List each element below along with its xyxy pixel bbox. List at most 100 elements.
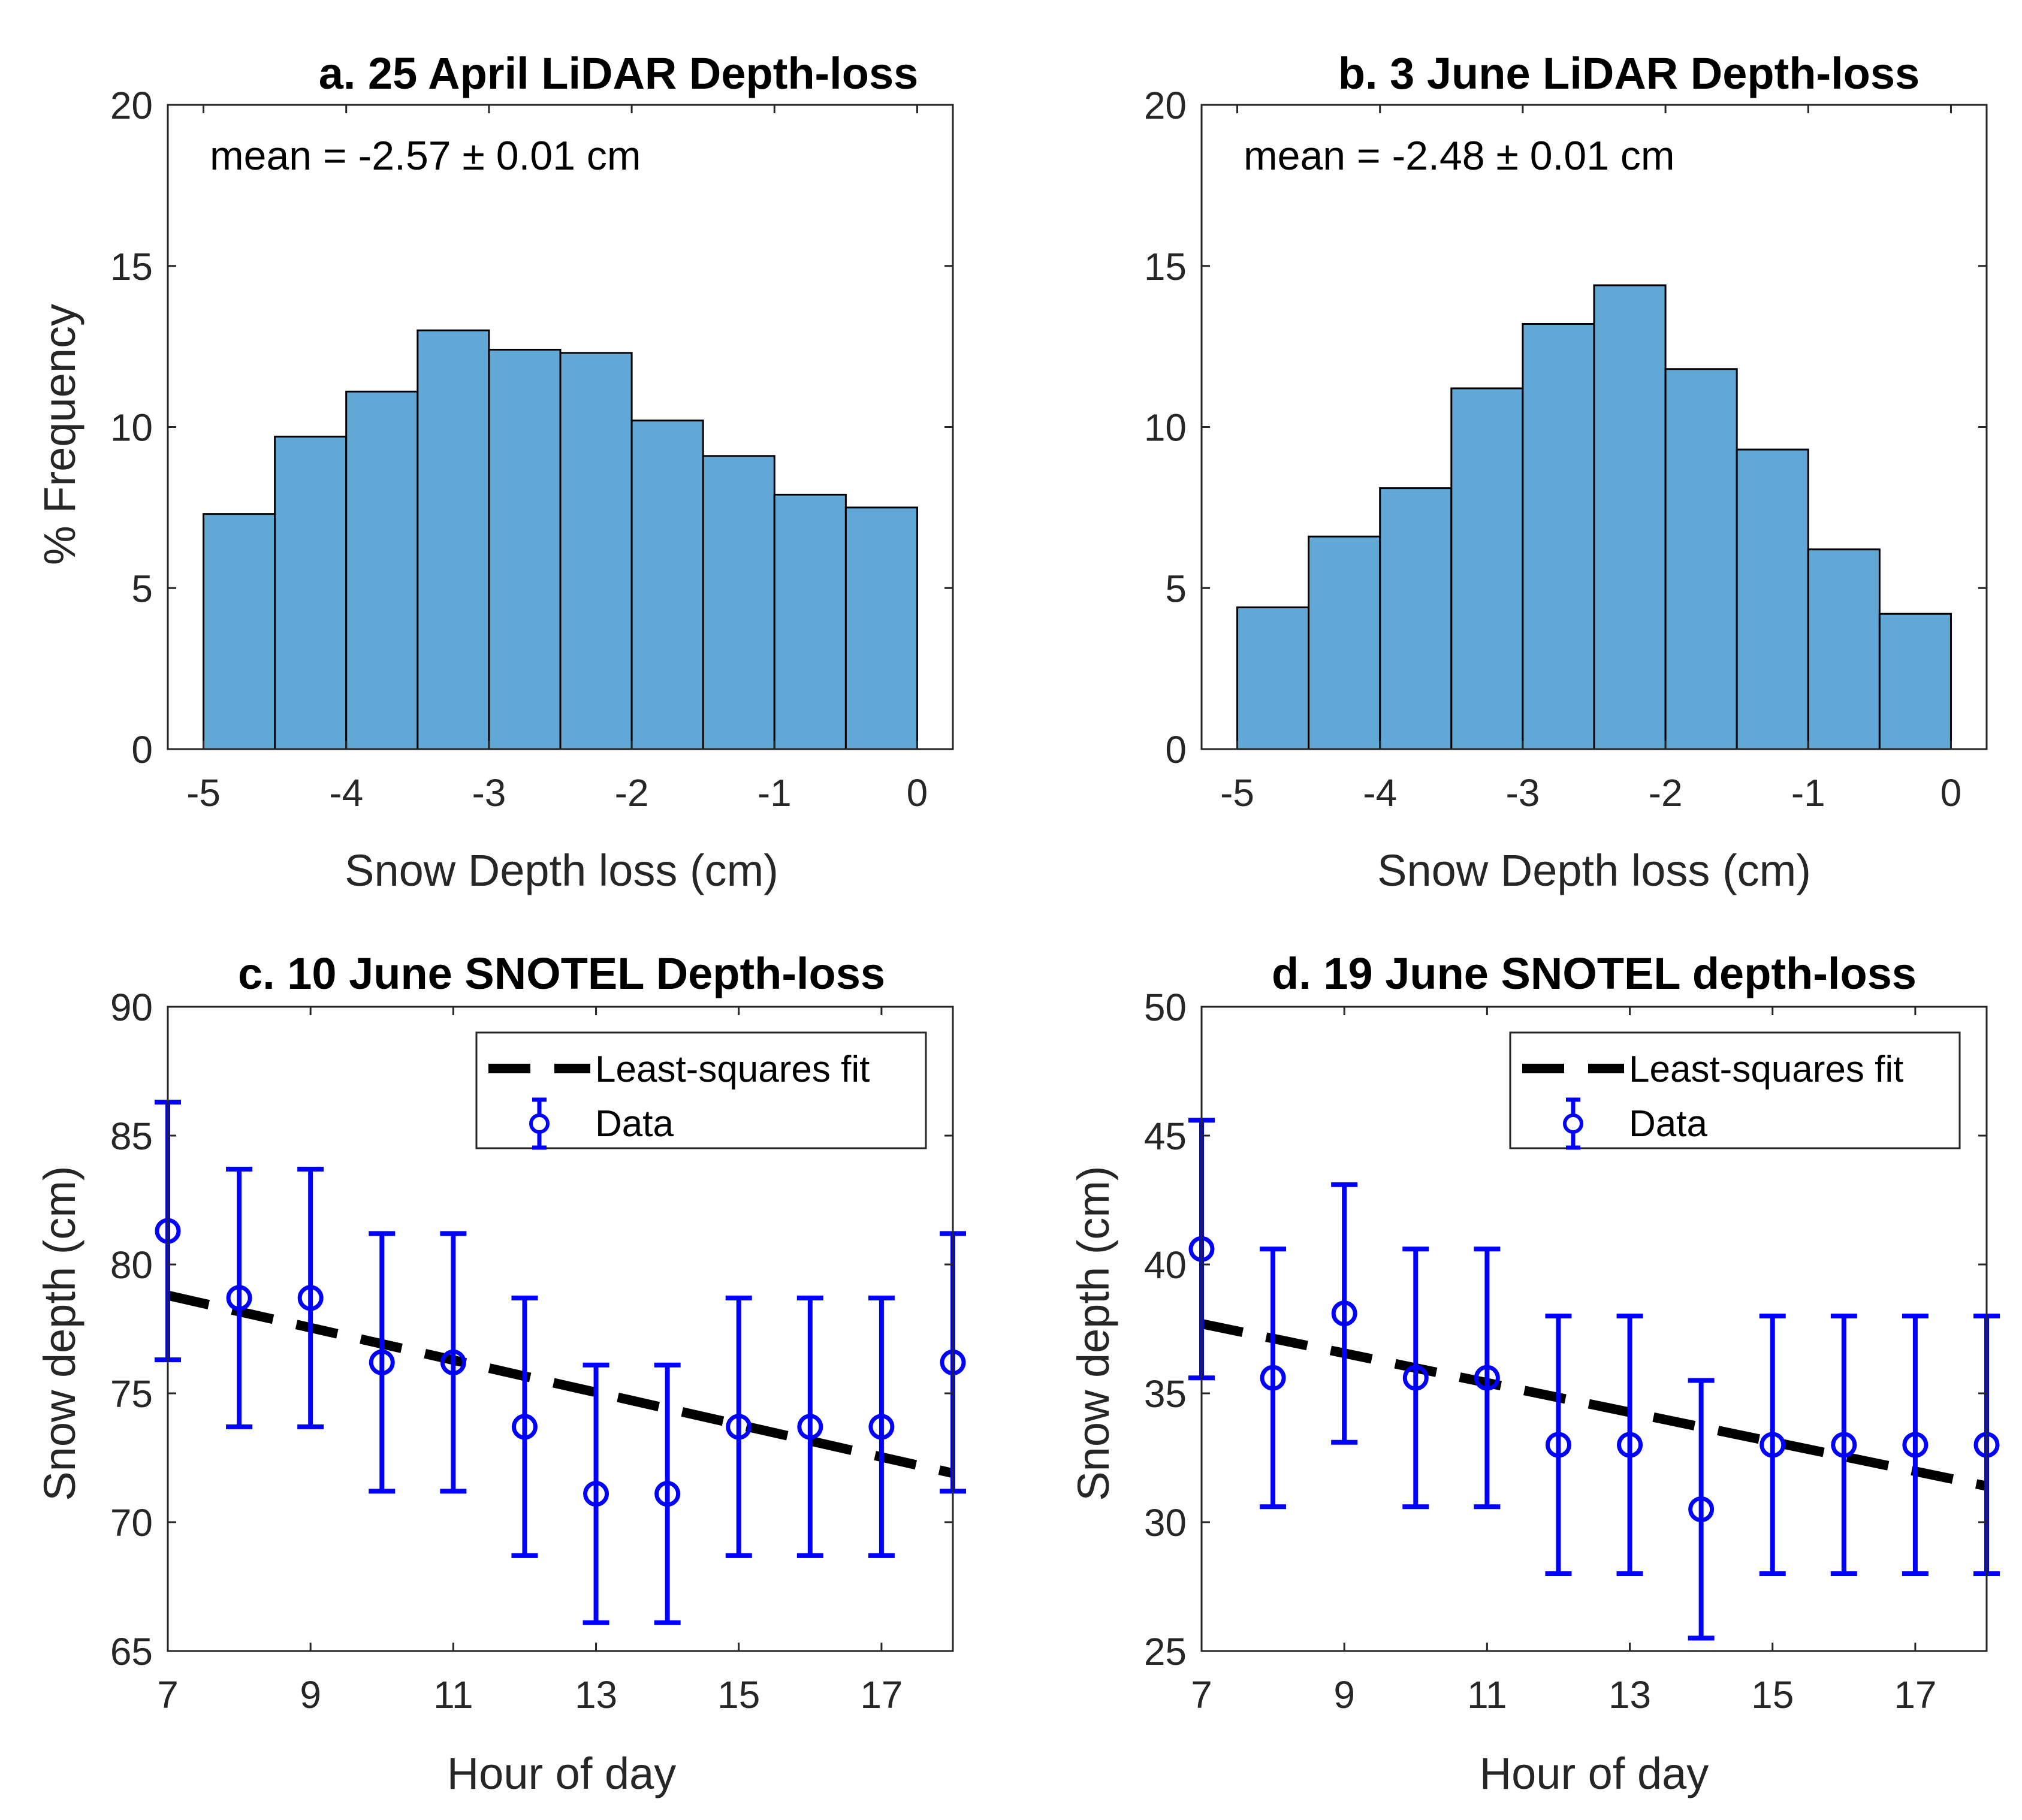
panel-c-x-tick-label-2: 9 — [300, 1673, 321, 1716]
panel-b-x-tick-label-2: -4 — [1363, 771, 1397, 814]
panel-b-y-tick-label-4: 15 — [1144, 245, 1187, 288]
panel-d-data-point-7 — [1616, 1314, 1643, 1576]
panel-c-legend-fit-label: Least-squares fit — [595, 1049, 870, 1090]
panel-b-bar-6 — [1593, 284, 1667, 750]
panel-c-data-point-2 — [226, 1166, 253, 1429]
panel-c-legend-data-marker — [529, 1113, 550, 1134]
panel-a-y-tick-label-3: 10 — [110, 406, 153, 449]
panel-d-y-label: Snow depth (cm) — [1069, 1166, 1118, 1501]
panel-c-plot: 7 9 11 13 15 17 65 70 75 80 85 90 Least-squares fit D… — [110, 986, 966, 1716]
panel-b-bar-8 — [1736, 448, 1809, 750]
panel-d-legend-fit-label: Least-squares fit — [1629, 1049, 1903, 1090]
panel-b-y-tick-label-1: 0 — [1165, 728, 1187, 771]
panel-d-data-point-9 — [1759, 1314, 1786, 1576]
panel-c-marker-6 — [511, 1414, 538, 1440]
panel-c-marker-3 — [297, 1285, 324, 1311]
panel-a: a. 25 April LiDAR Depth-loss mean = -2.5… — [35, 49, 954, 895]
panel-d-marker-2 — [1260, 1365, 1286, 1391]
panel-a-y-label: % Frequency — [35, 304, 84, 565]
panel-a-x-tick-label-4: -2 — [615, 771, 649, 814]
panel-c-x-tick-label-6: 17 — [860, 1673, 903, 1716]
panel-c-title: c. 10 June SNOTEL Depth-loss — [238, 949, 885, 998]
panel-a-x-tick-label-3: -3 — [472, 771, 506, 814]
panel-c-data-point-3 — [297, 1166, 324, 1429]
panel-b-bar-1 — [1236, 606, 1310, 750]
panel-c-x-label: Hour of day — [447, 1749, 677, 1798]
panel-d-title: d. 19 June SNOTEL depth-loss — [1272, 949, 1917, 998]
panel-d-y-tick-label-4: 40 — [1144, 1243, 1187, 1287]
panel-a-plot: -5 -4 -3 -2 -1 0 0 5 10 15 20 — [110, 84, 954, 814]
panel-d-marker-4 — [1402, 1365, 1429, 1391]
panel-c: c. 10 June SNOTEL Depth-loss Hour of day… — [35, 949, 966, 1798]
panel-d-y-tick-label-2: 30 — [1144, 1501, 1187, 1544]
panel-a-x-label: Snow Depth loss (cm) — [345, 846, 778, 895]
panel-d-marker-3 — [1331, 1300, 1357, 1327]
panel-c-axes-box — [167, 1006, 954, 1652]
panel-a-y-tick-label-4: 15 — [110, 245, 153, 288]
panel-d-marker-6 — [1545, 1432, 1571, 1458]
panel-c-marker-8 — [654, 1481, 681, 1507]
panel-a-bar-1 — [203, 513, 276, 750]
panel-d-legend-box — [1509, 1031, 1961, 1149]
panel-d-data-point-8 — [1688, 1378, 1715, 1641]
panel-d-data-point-3 — [1331, 1182, 1358, 1445]
panel-c-y-label: Snow depth (cm) — [35, 1166, 84, 1501]
panel-b-bar-2 — [1308, 535, 1381, 750]
panel-c-y-tick-label-1: 65 — [110, 1630, 153, 1673]
panel-a-bar-2 — [274, 436, 348, 750]
panel-d-data-point-6 — [1545, 1314, 1572, 1576]
panel-d-x-tick-label-5: 15 — [1751, 1673, 1794, 1716]
panel-d-plot: 7 9 11 13 15 17 25 30 35 40 45 50 Least-squares fit D… — [1144, 986, 2000, 1716]
panel-c-marker-11 — [868, 1414, 895, 1440]
panel-a-bar-3 — [345, 390, 419, 750]
panel-c-legend-data-label: Data — [595, 1103, 674, 1145]
panel-b-y-tick-label-5: 20 — [1144, 84, 1187, 127]
panel-c-data-point-11 — [868, 1295, 895, 1558]
panel-d-data-point-2 — [1260, 1246, 1287, 1510]
panel-a-x-tick-label-2: -4 — [329, 771, 363, 814]
panel-d-marker-8 — [1688, 1496, 1715, 1522]
panel-c-data-point-9 — [725, 1295, 752, 1558]
panel-b-title: b. 3 June LiDAR Depth-loss — [1338, 49, 1920, 98]
panel-a-x-tick-label-5: -1 — [758, 771, 792, 814]
panel-b-x-tick-label-5: -1 — [1791, 771, 1825, 814]
panel-d-marker-5 — [1474, 1365, 1500, 1391]
panel-c-legend: Least-squares fit Data — [475, 1031, 927, 1150]
panel-b-y-tick-label-3: 10 — [1144, 406, 1187, 449]
panel-a-bar-4 — [417, 329, 490, 750]
panel-b-x-tick-label-6: 0 — [1940, 771, 1962, 814]
panel-a-y-tick-label-2: 5 — [131, 567, 153, 610]
panel-d-data-point-4 — [1402, 1246, 1429, 1510]
panel-c-x-tick-label-4: 13 — [575, 1673, 617, 1716]
panel-d-marker-7 — [1617, 1432, 1643, 1458]
panel-a-bar-5 — [488, 349, 562, 750]
panel-d-data-point-10 — [1830, 1314, 1857, 1576]
panel-a-title: a. 25 April LiDAR Depth-loss — [319, 49, 919, 98]
panel-c-y-tick-label-6: 90 — [110, 986, 153, 1029]
panel-b-plot: -5 -4 -3 -2 -1 0 0 5 10 15 20 — [1144, 84, 1988, 814]
panel-d-data-point-5 — [1474, 1246, 1501, 1510]
panel-a-bar-7 — [630, 419, 704, 750]
panel-b-x-tick-label-1: -5 — [1220, 771, 1254, 814]
panel-d-x-tick-label-3: 11 — [1467, 1673, 1507, 1716]
panel-d-x-label: Hour of day — [1480, 1749, 1709, 1798]
panel-a-bar-10 — [844, 506, 918, 750]
panel-b-x-tick-label-3: -3 — [1505, 771, 1540, 814]
panel-c-data-point-10 — [796, 1295, 823, 1558]
panel-d-x-tick-label-4: 13 — [1608, 1673, 1651, 1716]
panel-b-bar-7 — [1664, 368, 1738, 750]
panel-d-marker-10 — [1831, 1432, 1857, 1458]
panel-c-data-point-4 — [369, 1231, 396, 1494]
panel-d-x-tick-label-1: 7 — [1191, 1673, 1212, 1716]
panel-a-y-tick-label-5: 20 — [110, 84, 153, 127]
panel-b-bar-5 — [1522, 323, 1595, 750]
panel-b-bar-4 — [1450, 387, 1524, 750]
panel-a-x-tick-label-1: -5 — [186, 771, 221, 814]
panel-c-x-tick-label-5: 15 — [717, 1673, 760, 1716]
panel-c-data-point-8 — [654, 1362, 681, 1625]
panel-c-y-tick-label-2: 70 — [110, 1501, 153, 1544]
panel-b-x-tick-label-4: -2 — [1649, 771, 1683, 814]
panel-d-y-tick-label-5: 45 — [1144, 1115, 1187, 1158]
panel-c-data-point-6 — [511, 1295, 538, 1558]
